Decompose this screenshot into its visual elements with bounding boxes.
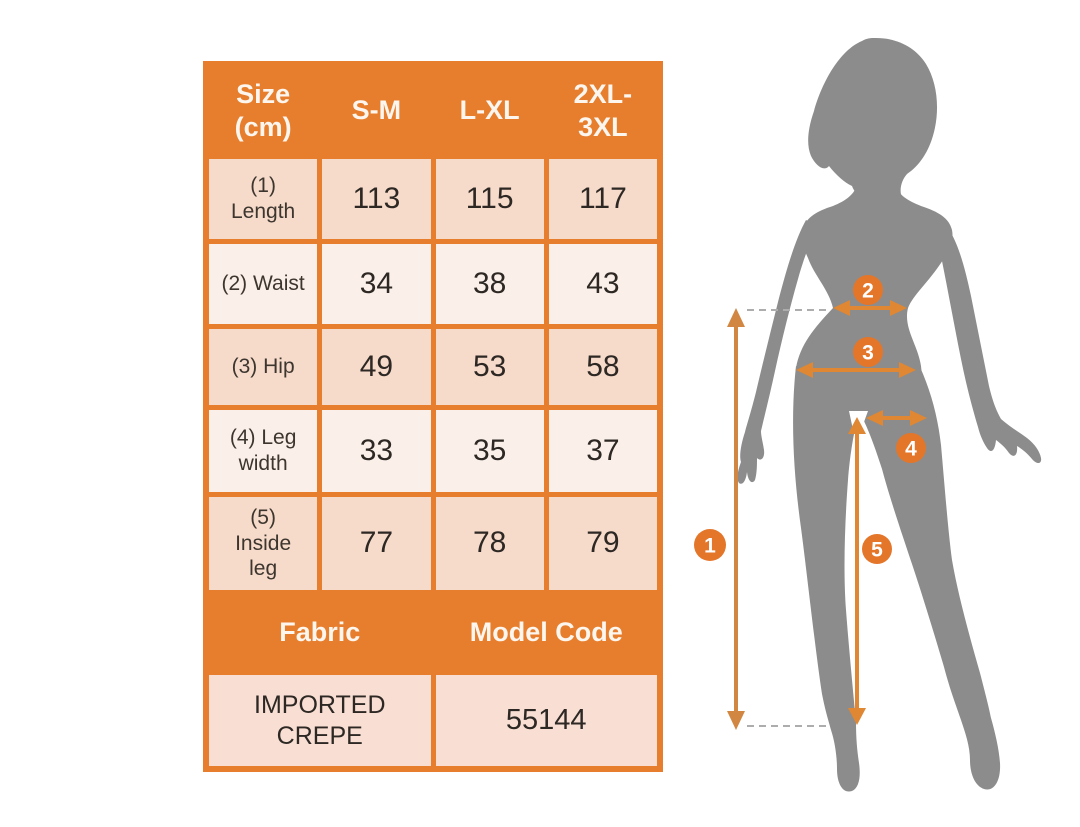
- measurement-badge-2: [853, 275, 883, 305]
- cell-length-2xl-3xl: 117: [548, 159, 657, 239]
- right-arm-silhouette: [941, 225, 1042, 464]
- cell-waist-2xl-3xl: 43: [548, 244, 657, 324]
- fabric-value-cell: IMPORTED CREPE: [209, 675, 431, 766]
- cell-hip-2xl-3xl: 58: [548, 329, 657, 405]
- cell-hip-s-m: 49: [322, 329, 431, 405]
- col-header-l-xl: L-XL: [435, 67, 544, 154]
- row-label-leg-width: (4) Leg width: [209, 410, 318, 492]
- row-label-hip: (3) Hip: [209, 329, 318, 405]
- measurement-badges: 1 2 3 4 5: [694, 275, 926, 564]
- model-code-value-cell: 55144: [435, 675, 657, 766]
- head-silhouette: [808, 38, 938, 205]
- model-code-header-cell: Model Code: [435, 595, 657, 670]
- col-header-2xl-3xl: 2XL- 3XL: [548, 67, 657, 154]
- measurement-arrow-2: [833, 300, 907, 316]
- row-label-length: (1) Length: [209, 159, 318, 239]
- cell-leg-width-s-m: 33: [322, 410, 431, 492]
- fabric-header-cell: Fabric: [209, 595, 431, 670]
- left-leg-silhouette: [793, 366, 860, 792]
- measurement-badge-3: [853, 337, 883, 367]
- measurement-arrow-1: [727, 308, 745, 730]
- cell-waist-s-m: 34: [322, 244, 431, 324]
- right-leg-silhouette: [862, 367, 1001, 790]
- badge-1-number: 1: [704, 535, 716, 558]
- badge-4-number: 4: [905, 438, 917, 461]
- cell-inside-leg-l-xl: 78: [435, 497, 544, 590]
- row-label-inside-leg: (5) Inside leg: [209, 497, 318, 590]
- measurement-arrow-3: [796, 362, 916, 378]
- cell-length-l-xl: 115: [435, 159, 544, 239]
- measurement-badge-4: [896, 433, 926, 463]
- row-label-waist: (2) Waist: [209, 244, 318, 324]
- measurement-badge-1: [694, 529, 726, 561]
- left-arm-silhouette: [737, 220, 816, 484]
- col-header-size: Size (cm): [209, 67, 318, 154]
- cell-length-s-m: 113: [322, 159, 431, 239]
- cell-hip-l-xl: 53: [435, 329, 544, 405]
- size-chart-table: Size (cm) S-M L-XL 2XL- 3XL (1) Length 1…: [203, 61, 663, 772]
- cell-leg-width-2xl-3xl: 37: [548, 410, 657, 492]
- measurement-arrow-4: [866, 410, 927, 426]
- cell-waist-l-xl: 38: [435, 244, 544, 324]
- measurement-badge-5: [862, 534, 892, 564]
- badge-2-number: 2: [862, 280, 874, 303]
- measurement-arrow-5: [848, 417, 866, 725]
- cell-inside-leg-2xl-3xl: 79: [548, 497, 657, 590]
- body-silhouette: [737, 38, 1042, 792]
- cell-inside-leg-s-m: 77: [322, 497, 431, 590]
- badge-3-number: 3: [862, 342, 874, 365]
- cell-leg-width-l-xl: 35: [435, 410, 544, 492]
- col-header-s-m: S-M: [322, 67, 431, 154]
- badge-5-number: 5: [871, 539, 883, 562]
